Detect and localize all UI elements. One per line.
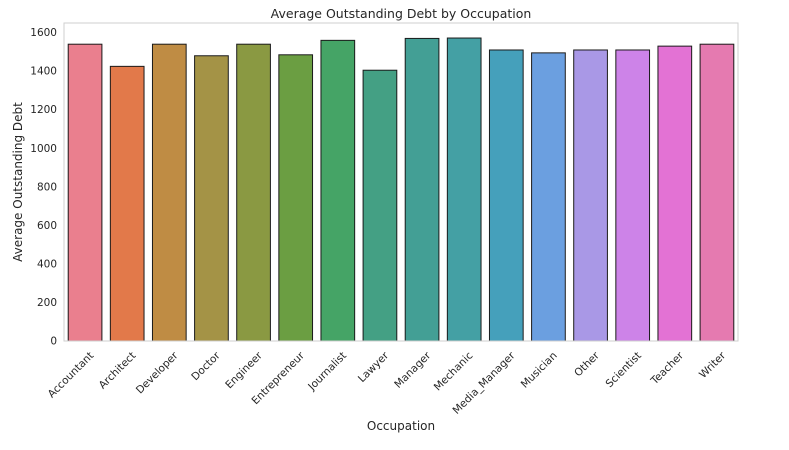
bar-architect [109,65,145,342]
bar-other [573,49,608,342]
bar-engineer [236,43,271,342]
bar-developer [151,43,187,342]
chart-title: Average Outstanding Debt by Occupation [271,6,532,21]
bar-teacher [657,45,693,342]
y-axis: 0 200 400 600 800 1000 1200 1400 1600 [30,27,57,347]
y-tick-label: 800 [37,181,57,193]
bar-lawyer [362,69,398,342]
x-tick-label: Architect [97,350,139,392]
bar-accountant [67,43,103,342]
y-tick-label: 600 [37,220,57,232]
bars-group [67,37,735,342]
y-tick-label: 1400 [30,66,57,78]
bar-mechanic [446,37,482,342]
x-tick-label: Developer [134,349,181,396]
x-tick-label: Mechanic [432,350,476,394]
bar-doctor [194,55,229,342]
bar-musician [531,52,566,342]
y-tick-label: 0 [50,336,57,348]
x-tick-label: Musician [519,350,560,391]
bar-journalist [320,39,356,342]
x-tick-label: Journalist [305,350,349,394]
bar-manager [404,37,440,342]
y-tick-label: 400 [37,258,57,270]
bar-entrepreneur [278,54,314,342]
x-tick-label: Writer [697,349,729,381]
x-tick-label: Other [572,349,602,379]
bar-media-manager [488,49,524,342]
x-tick-label: Doctor [189,349,223,383]
bar-writer [699,43,735,342]
x-tick-label: Manager [392,349,434,391]
y-tick-label: 1200 [30,104,57,116]
y-tick-label: 1600 [30,27,57,39]
bar-scientist [615,49,651,342]
y-axis-label: Average Outstanding Debt [11,102,25,262]
x-axis-label: Occupation [367,419,435,433]
x-tick-label: Teacher [648,349,686,387]
plot-frame [63,22,739,342]
x-tick-label: Lawyer [356,349,392,385]
x-tick-label: Accountant [46,350,97,401]
x-tick-label: Engineer [223,349,265,391]
x-tick-label: Scientist [604,350,644,390]
y-tick-label: 200 [37,297,57,309]
y-tick-label: 1000 [30,143,57,155]
